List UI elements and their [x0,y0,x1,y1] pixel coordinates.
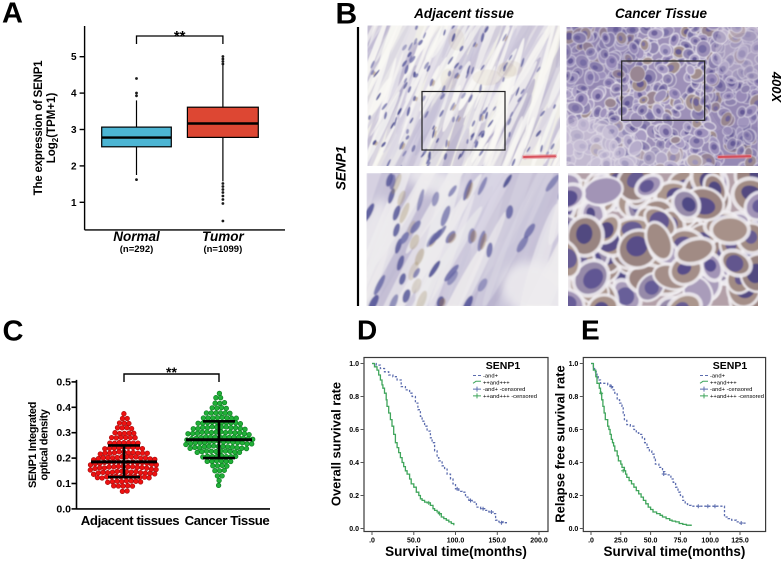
svg-text:0.2: 0.2 [349,493,359,500]
svg-text:0.6: 0.6 [569,427,579,434]
svg-text:-and+ -censored: -and+ -censored [483,387,525,393]
svg-text:0.0: 0.0 [569,526,579,533]
svg-text:optical density: optical density [39,408,51,480]
svg-text:Cancer Tissue: Cancer Tissue [615,6,708,21]
svg-text:C: C [3,315,24,347]
svg-text:0.8: 0.8 [569,394,579,401]
svg-text:-and+ -censored: -and+ -censored [710,387,752,393]
svg-text:0.0: 0.0 [56,503,71,515]
svg-text:Tumor: Tumor [202,229,244,244]
svg-text:B: B [336,0,358,30]
svg-text:Log2(TPM+1): Log2(TPM+1) [46,93,60,164]
svg-text:(n=292): (n=292) [120,244,154,255]
svg-text:Adjacent tissues: Adjacent tissues [81,513,179,528]
svg-text:200.0: 200.0 [530,538,548,545]
svg-text:0.8: 0.8 [349,394,359,401]
svg-text:SENP1: SENP1 [713,360,748,372]
svg-text:0.2: 0.2 [56,453,71,465]
svg-text:0.4: 0.4 [349,460,359,467]
svg-text:-and+: -and+ [483,374,499,380]
svg-text:++and+++: ++and+++ [710,380,737,386]
svg-text:SENP1: SENP1 [334,146,349,190]
svg-text:5: 5 [71,52,77,63]
svg-text:++and+++ -censored: ++and+++ -censored [483,394,537,400]
svg-text:Relapse free survival rate: Relapse free survival rate [553,365,568,523]
svg-text:0.5: 0.5 [56,376,71,388]
svg-text:2: 2 [71,161,77,172]
svg-text:0.0: 0.0 [349,526,359,533]
svg-text:D: D [357,315,377,346]
svg-text:Overall survival rate: Overall survival rate [329,382,344,506]
svg-text:Normal: Normal [113,229,160,244]
svg-text:**: ** [166,364,177,380]
svg-text:A: A [2,0,23,30]
svg-text:0.3: 0.3 [56,427,71,439]
svg-text:3: 3 [71,125,77,136]
svg-text:Survival time(months): Survival time(months) [385,544,527,559]
svg-text:++and+++: ++and+++ [483,380,510,386]
svg-text:The expression of SENP1: The expression of SENP1 [33,60,45,196]
svg-text:Adjacent tissue: Adjacent tissue [413,6,514,21]
svg-text:1.0: 1.0 [349,361,359,368]
svg-text:0.2: 0.2 [569,493,579,500]
svg-text:SENP1: SENP1 [486,360,521,372]
svg-text:++and+++ -censored: ++and+++ -censored [710,394,764,400]
svg-text:1: 1 [71,198,77,209]
svg-text:0.6: 0.6 [349,427,359,434]
svg-text:SENP1 Integrated: SENP1 Integrated [27,402,39,488]
svg-text:400X: 400X [769,71,782,104]
svg-text:0.1: 0.1 [56,478,71,490]
svg-text:E: E [581,315,600,346]
svg-text:1.0: 1.0 [569,361,579,368]
svg-text:Cancer Tissue: Cancer Tissue [185,513,270,528]
svg-text:.0: .0 [369,538,375,545]
svg-text:**: ** [174,28,186,45]
svg-text:0.4: 0.4 [56,402,71,414]
svg-text:-and+: -and+ [710,374,726,380]
svg-text:(n=1099): (n=1099) [203,244,242,255]
svg-text:0.4: 0.4 [569,460,579,467]
svg-text:4: 4 [71,89,77,100]
svg-text:.0: .0 [588,538,594,545]
svg-text:Survival time(months): Survival time(months) [604,544,746,559]
